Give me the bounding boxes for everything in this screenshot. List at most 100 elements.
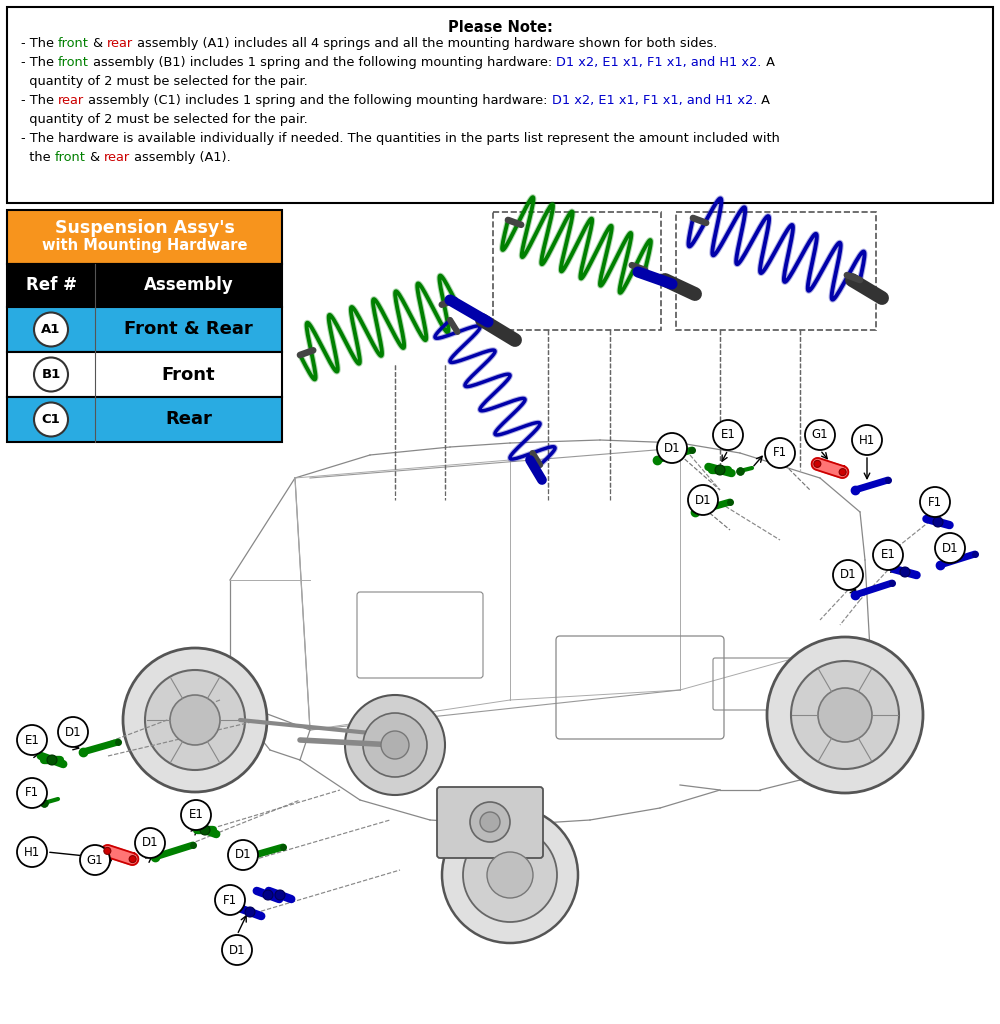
Circle shape xyxy=(713,420,743,450)
Text: Front: Front xyxy=(162,366,215,384)
Text: the: the xyxy=(21,151,55,164)
Text: - The hardware is available individually if needed. The quantities in the parts : - The hardware is available individually… xyxy=(21,132,780,145)
Text: with Mounting Hardware: with Mounting Hardware xyxy=(42,238,247,253)
Text: - The: - The xyxy=(21,37,58,50)
Text: E1: E1 xyxy=(881,549,895,561)
Circle shape xyxy=(363,713,427,777)
Text: &: & xyxy=(89,37,107,50)
Circle shape xyxy=(715,465,725,475)
Circle shape xyxy=(442,807,578,943)
Circle shape xyxy=(104,848,111,854)
Circle shape xyxy=(920,487,950,517)
Text: Assembly: Assembly xyxy=(144,276,233,295)
Text: Rear: Rear xyxy=(165,411,212,428)
FancyBboxPatch shape xyxy=(7,352,282,397)
Text: F1: F1 xyxy=(25,786,39,800)
Circle shape xyxy=(34,402,68,436)
Text: assembly (C1) includes 1 spring and the following mounting hardware:: assembly (C1) includes 1 spring and the … xyxy=(84,94,552,106)
Text: front: front xyxy=(58,37,89,50)
Circle shape xyxy=(245,907,255,918)
Circle shape xyxy=(275,890,285,900)
Text: C1: C1 xyxy=(42,413,60,426)
Circle shape xyxy=(935,534,965,563)
Circle shape xyxy=(200,825,210,835)
Circle shape xyxy=(135,828,165,858)
FancyBboxPatch shape xyxy=(7,7,993,203)
Circle shape xyxy=(818,688,872,742)
Circle shape xyxy=(129,856,136,862)
Text: D1: D1 xyxy=(65,725,81,738)
Circle shape xyxy=(181,800,211,830)
Text: D1 x2, E1 x1, F1 x1, and H1 x2.: D1 x2, E1 x1, F1 x1, and H1 x2. xyxy=(556,56,762,69)
Text: D1: D1 xyxy=(229,943,245,956)
Text: E1: E1 xyxy=(25,733,39,746)
Circle shape xyxy=(873,540,903,570)
Polygon shape xyxy=(102,845,138,865)
Text: - The: - The xyxy=(21,56,58,69)
Text: H1: H1 xyxy=(859,433,875,446)
Text: assembly (B1) includes 1 spring and the following mounting hardware:: assembly (B1) includes 1 spring and the … xyxy=(89,56,556,69)
Circle shape xyxy=(933,517,943,527)
Circle shape xyxy=(215,885,245,915)
Text: Ref #: Ref # xyxy=(26,276,76,295)
Circle shape xyxy=(381,731,409,759)
Text: D1: D1 xyxy=(664,441,680,455)
Circle shape xyxy=(487,852,533,898)
Text: quantity of 2 must be selected for the pair.: quantity of 2 must be selected for the p… xyxy=(21,75,308,88)
Circle shape xyxy=(480,812,500,831)
Text: rear: rear xyxy=(107,37,133,50)
Circle shape xyxy=(765,438,795,468)
Text: D1: D1 xyxy=(235,849,251,861)
Circle shape xyxy=(47,755,57,765)
Circle shape xyxy=(688,485,718,515)
Text: H1: H1 xyxy=(24,846,40,858)
Circle shape xyxy=(852,425,882,455)
Circle shape xyxy=(145,670,245,770)
Circle shape xyxy=(657,433,687,463)
Text: E1: E1 xyxy=(189,809,203,821)
Text: quantity of 2 must be selected for the pair.: quantity of 2 must be selected for the p… xyxy=(21,113,308,126)
Text: B1: B1 xyxy=(41,368,61,381)
Circle shape xyxy=(805,420,835,450)
Polygon shape xyxy=(812,458,848,478)
Text: E1: E1 xyxy=(721,428,735,441)
Circle shape xyxy=(263,890,273,900)
Circle shape xyxy=(791,662,899,769)
Circle shape xyxy=(123,648,267,792)
Text: Please Note:: Please Note: xyxy=(448,20,552,35)
Circle shape xyxy=(228,840,258,870)
Text: assembly (A1).: assembly (A1). xyxy=(130,151,231,164)
Circle shape xyxy=(345,695,445,795)
Text: G1: G1 xyxy=(87,853,103,866)
Text: D1: D1 xyxy=(840,568,856,582)
Text: Front & Rear: Front & Rear xyxy=(124,321,253,339)
Text: rear: rear xyxy=(104,151,130,164)
Circle shape xyxy=(222,935,252,965)
Circle shape xyxy=(34,312,68,346)
Circle shape xyxy=(839,469,846,475)
Circle shape xyxy=(767,637,923,793)
Text: A1: A1 xyxy=(41,323,61,336)
Text: D1: D1 xyxy=(942,542,958,555)
Text: F1: F1 xyxy=(928,496,942,509)
Circle shape xyxy=(80,845,110,874)
Circle shape xyxy=(900,567,910,577)
FancyBboxPatch shape xyxy=(7,307,282,352)
Text: F1: F1 xyxy=(773,446,787,460)
Text: front: front xyxy=(58,56,89,69)
Circle shape xyxy=(34,357,68,391)
Text: F1: F1 xyxy=(223,894,237,906)
Text: G1: G1 xyxy=(812,428,828,441)
Circle shape xyxy=(17,837,47,867)
Circle shape xyxy=(463,828,557,922)
Text: D1 x2, E1 x1, F1 x1, and H1 x2.: D1 x2, E1 x1, F1 x1, and H1 x2. xyxy=(552,94,757,106)
Text: A: A xyxy=(762,56,775,69)
Circle shape xyxy=(470,802,510,842)
Text: - The: - The xyxy=(21,94,58,106)
Circle shape xyxy=(814,461,821,467)
Text: D1: D1 xyxy=(695,494,711,507)
Circle shape xyxy=(58,717,88,746)
Text: front: front xyxy=(55,151,86,164)
Text: A: A xyxy=(757,94,770,106)
Text: Suspension Assy's: Suspension Assy's xyxy=(55,219,234,237)
